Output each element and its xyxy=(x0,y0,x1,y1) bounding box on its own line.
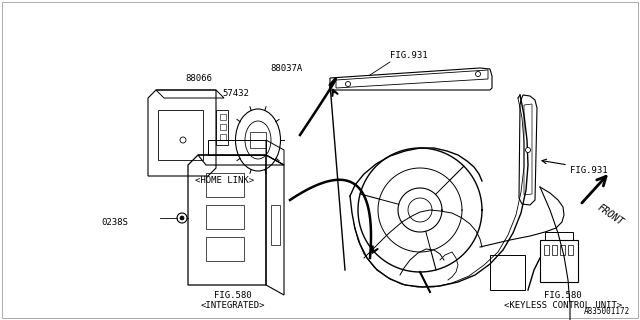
Text: 88037A: 88037A xyxy=(270,64,302,73)
Text: 57432: 57432 xyxy=(222,89,249,98)
Circle shape xyxy=(180,216,184,220)
Text: FIG.580: FIG.580 xyxy=(544,291,582,300)
Text: <INTEGRATED>: <INTEGRATED> xyxy=(201,301,265,310)
Text: FIG.931: FIG.931 xyxy=(390,51,428,60)
Text: FIG.580: FIG.580 xyxy=(214,291,252,300)
Circle shape xyxy=(476,71,481,76)
Text: <KEYLESS CONTROL UNIT>: <KEYLESS CONTROL UNIT> xyxy=(504,301,622,310)
Text: FRONT: FRONT xyxy=(595,203,625,228)
Text: 0238S: 0238S xyxy=(101,218,128,227)
Circle shape xyxy=(525,148,531,153)
Circle shape xyxy=(346,82,351,86)
Text: 88066: 88066 xyxy=(185,74,212,83)
Text: FIG.931: FIG.931 xyxy=(570,165,607,174)
Text: <HOME LINK>: <HOME LINK> xyxy=(195,176,254,185)
Text: A835001172: A835001172 xyxy=(584,307,630,316)
